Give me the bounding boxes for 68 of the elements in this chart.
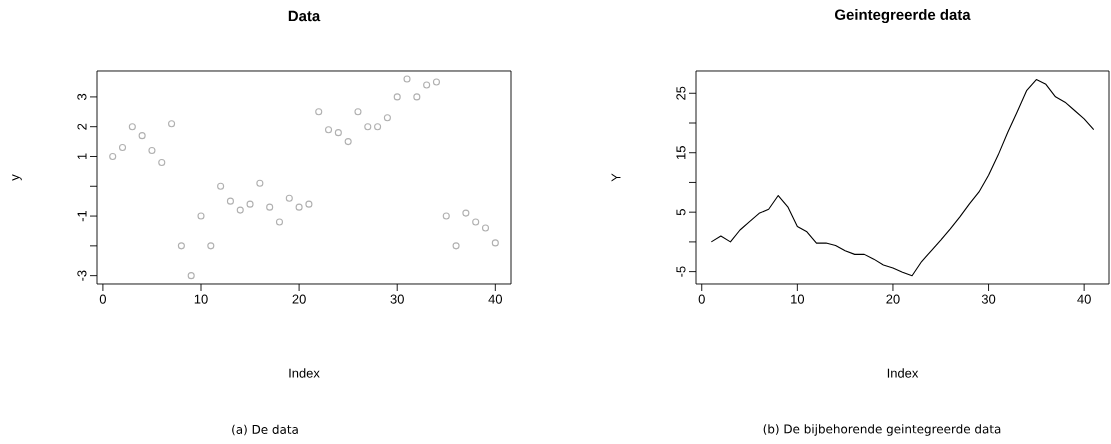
point	[491, 239, 499, 247]
point	[207, 242, 215, 250]
point	[305, 200, 313, 208]
point	[383, 114, 391, 122]
chart-title: Geintegreerde data	[835, 9, 971, 24]
point	[285, 194, 293, 202]
point	[442, 212, 450, 220]
point	[266, 203, 274, 211]
point	[432, 78, 441, 86]
point	[364, 123, 372, 131]
point	[315, 108, 323, 116]
point	[177, 242, 185, 250]
x-tick-label: 30	[390, 294, 404, 304]
point	[226, 197, 234, 205]
point	[187, 272, 195, 280]
point	[128, 123, 136, 131]
text: (a) De data	[232, 424, 298, 436]
x-tick-label: 20	[292, 294, 306, 304]
point	[344, 138, 352, 146]
point	[354, 108, 362, 116]
point	[148, 146, 156, 155]
y-tick-label: 2	[77, 123, 87, 130]
point	[481, 224, 490, 232]
y-tick-label: 25	[676, 86, 686, 100]
x-tick-label: 20	[886, 294, 900, 304]
x-tick-label: 40	[1077, 294, 1091, 304]
point	[168, 120, 176, 128]
point	[295, 203, 303, 211]
point	[472, 218, 480, 226]
point	[158, 158, 166, 166]
point	[452, 242, 460, 250]
point	[256, 179, 264, 187]
point	[413, 93, 421, 101]
x-tick-label: 0	[698, 294, 705, 304]
y-tick-label: 1	[77, 153, 87, 160]
point	[246, 200, 254, 208]
point	[217, 182, 225, 190]
point	[324, 126, 333, 134]
x-tick-label: 40	[488, 294, 503, 304]
point	[403, 75, 411, 83]
y-axis-title: Y	[611, 173, 621, 182]
point	[118, 144, 127, 152]
x-tick-label: 30	[981, 294, 996, 304]
x-tick-label: 0	[99, 294, 106, 304]
point	[138, 132, 146, 140]
point	[275, 218, 284, 226]
point	[334, 129, 342, 137]
point	[109, 152, 117, 161]
x-tick-label: 10	[194, 294, 208, 304]
y-axis-title: y	[12, 174, 22, 181]
y-tick-label: 3	[77, 93, 87, 101]
point	[374, 123, 382, 131]
chart-title: Data	[288, 10, 321, 22]
y-tick-label: -5	[676, 266, 686, 277]
x-axis-title: Index	[887, 368, 919, 378]
y-tick-label: -3	[77, 270, 87, 281]
text: (b) De bijbehorende geintegreerde data	[763, 424, 1001, 436]
x-axis-title: Index	[289, 368, 320, 378]
point	[423, 81, 431, 89]
y-tick-label: -1	[77, 210, 87, 222]
point	[462, 209, 470, 217]
x-tick-label: 10	[791, 294, 805, 304]
line-series	[710, 79, 1095, 277]
y-tick-label: 5	[676, 209, 686, 216]
point	[197, 212, 205, 220]
point	[393, 93, 401, 101]
point	[236, 206, 244, 214]
y-tick-label: 15	[676, 146, 686, 159]
